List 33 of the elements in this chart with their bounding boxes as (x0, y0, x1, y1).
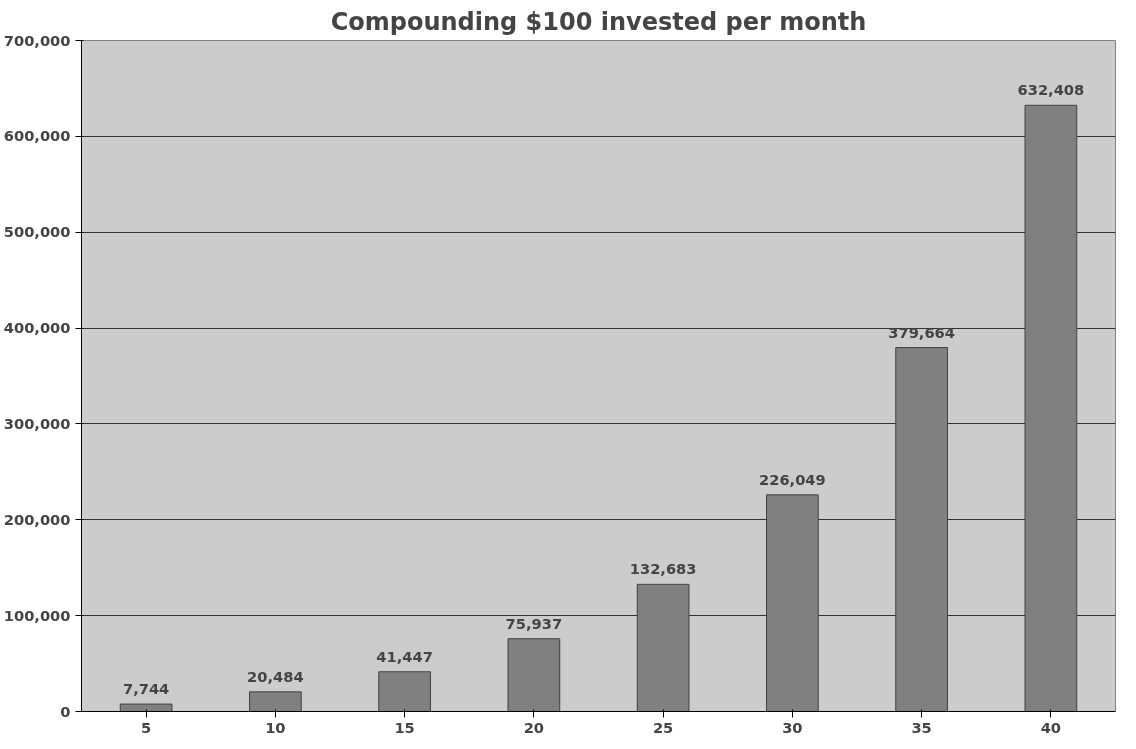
bar (895, 347, 948, 712)
y-tick-label: 600,000 (3, 127, 71, 145)
bar (249, 691, 302, 712)
bar (507, 638, 561, 712)
x-tick-label: 35 (911, 718, 932, 736)
data-label: 75,937 (505, 614, 563, 632)
data-label: 226,049 (759, 470, 826, 488)
x-tick-label: 15 (394, 718, 415, 736)
x-tick-label: 10 (265, 718, 286, 736)
bar (378, 671, 431, 712)
y-tick-label: 0 (60, 702, 71, 720)
y-tick-label: 400,000 (3, 319, 71, 337)
bar (119, 703, 173, 712)
data-label: 7,744 (122, 680, 170, 698)
x-tick-label: 20 (523, 718, 545, 736)
data-label: 132,683 (629, 560, 697, 578)
y-tick-label: 300,000 (3, 414, 71, 432)
data-label: 20,484 (247, 667, 304, 685)
y-tick-label: 700,000 (3, 31, 71, 49)
x-tick-label: 40 (1040, 718, 1062, 736)
bar (1024, 104, 1078, 712)
data-label: 41,447 (376, 647, 433, 665)
y-tick-label: 100,000 (3, 606, 71, 624)
data-label: 379,664 (888, 323, 956, 341)
x-tick-label: 30 (782, 718, 803, 736)
y-tick-label: 500,000 (3, 223, 71, 241)
x-tick-label: 25 (652, 718, 674, 736)
bar (766, 494, 819, 712)
bar (636, 583, 690, 712)
chart-title: Compounding $100 invested per month (330, 7, 867, 36)
y-tick-label: 200,000 (3, 510, 71, 528)
x-tick-label: 5 (141, 718, 152, 736)
data-label: 632,408 (1017, 81, 1085, 99)
